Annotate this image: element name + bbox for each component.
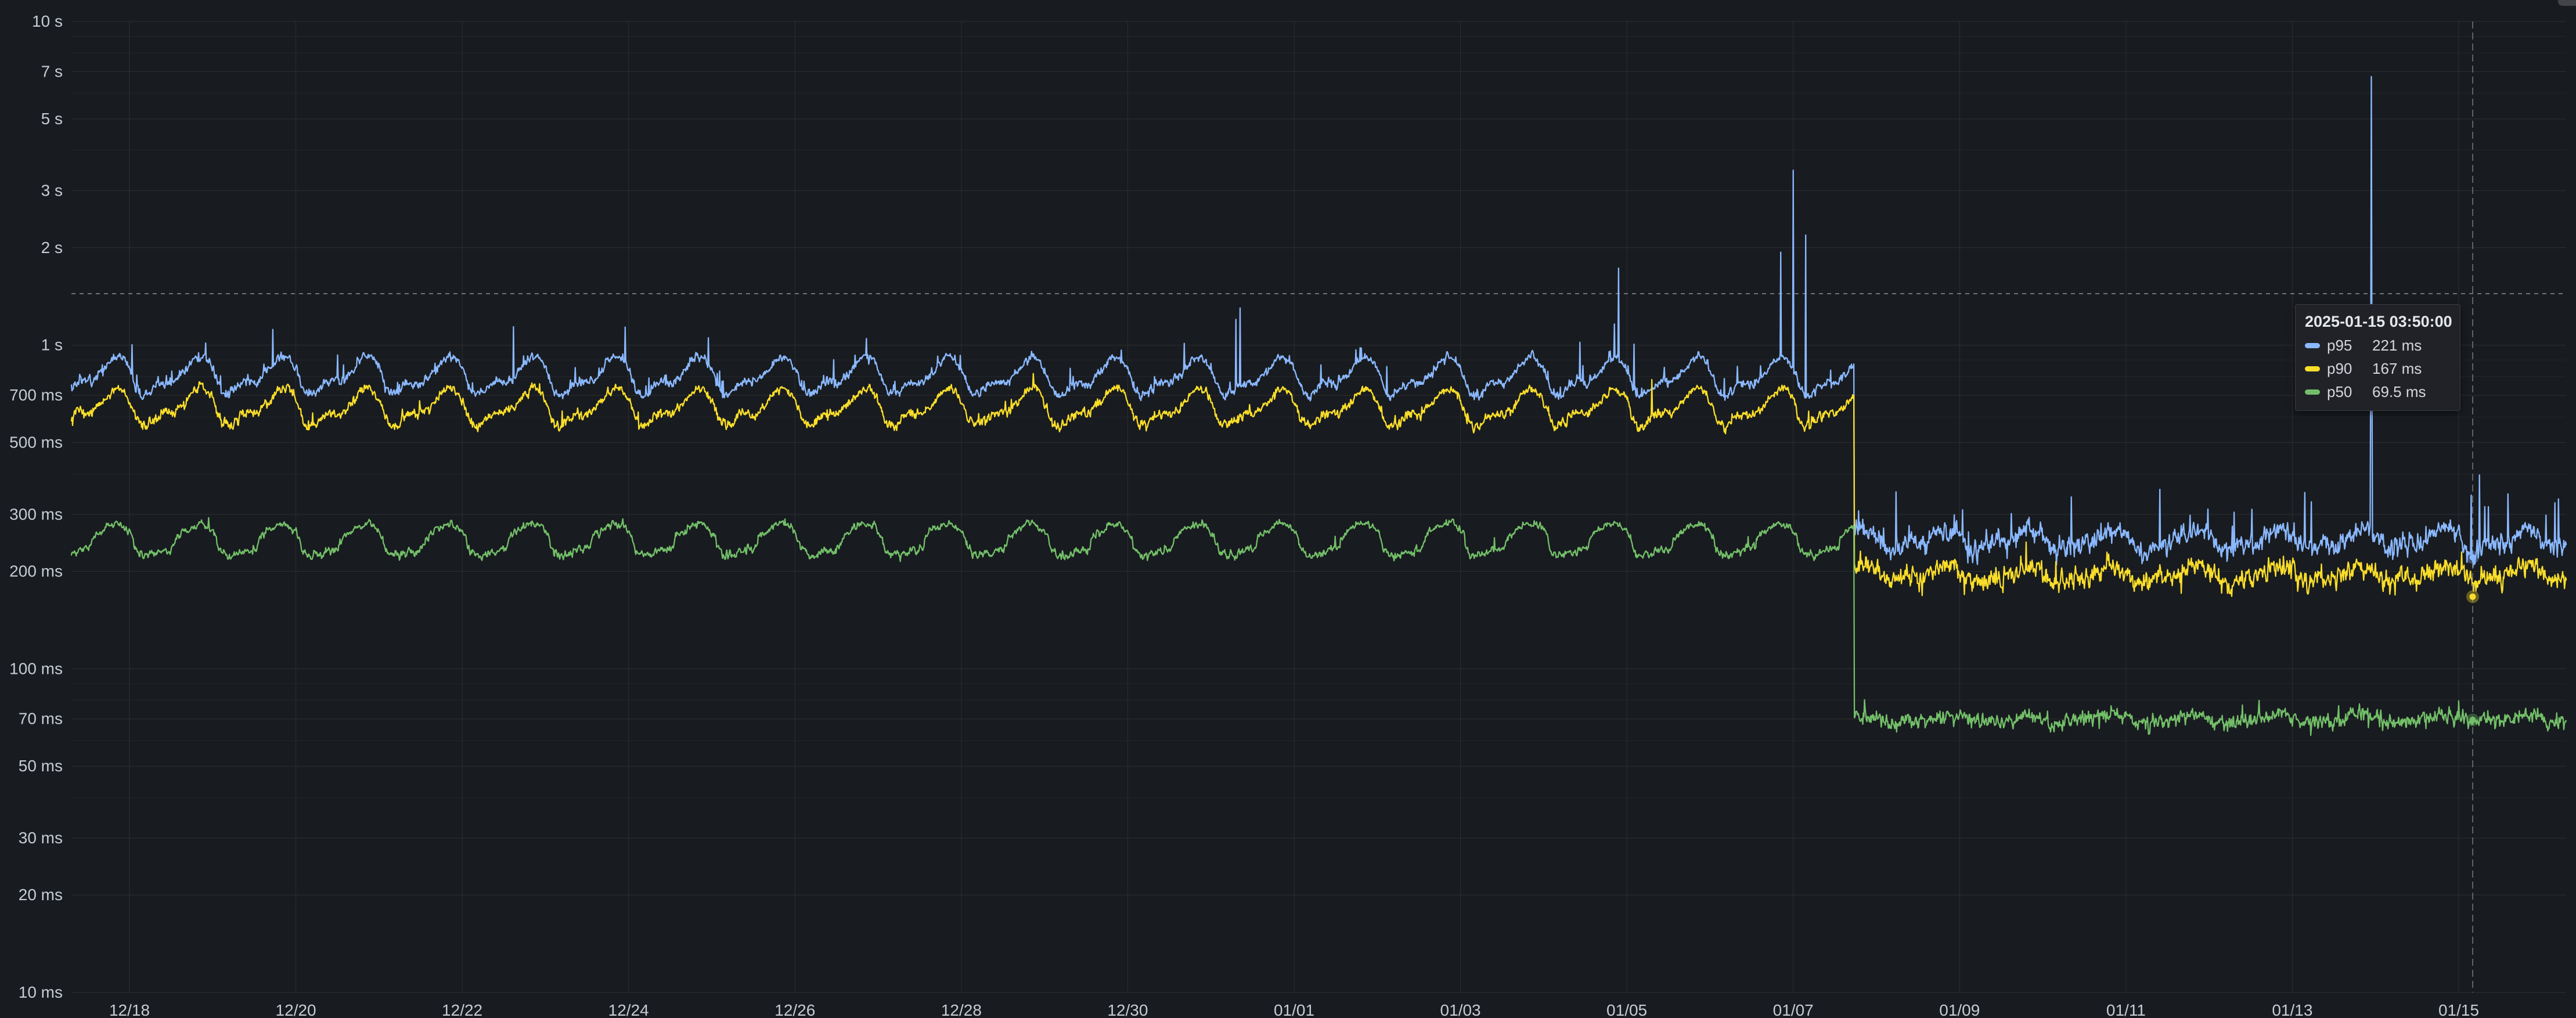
svg-text:10 ms: 10 ms	[19, 983, 63, 1001]
svg-text:50 ms: 50 ms	[19, 757, 63, 775]
svg-text:20 ms: 20 ms	[19, 886, 63, 904]
svg-text:01/01: 01/01	[1274, 1001, 1314, 1018]
svg-text:5 s: 5 s	[41, 110, 63, 128]
svg-text:12/22: 12/22	[442, 1001, 482, 1018]
svg-text:12/28: 12/28	[941, 1001, 982, 1018]
svg-text:12/20: 12/20	[276, 1001, 316, 1018]
svg-text:100 ms: 100 ms	[9, 659, 63, 677]
svg-text:700 ms: 700 ms	[9, 386, 63, 404]
svg-text:01/11: 01/11	[2106, 1001, 2146, 1018]
svg-text:12/30: 12/30	[1107, 1001, 1148, 1018]
svg-text:70 ms: 70 ms	[19, 710, 63, 728]
svg-text:30 ms: 30 ms	[19, 829, 63, 847]
svg-text:500 ms: 500 ms	[9, 434, 63, 452]
svg-text:200 ms: 200 ms	[9, 562, 63, 580]
svg-text:1 s: 1 s	[41, 336, 63, 354]
svg-text:01/05: 01/05	[1606, 1001, 1647, 1018]
svg-text:3 s: 3 s	[41, 182, 63, 200]
svg-text:01/07: 01/07	[1773, 1001, 1814, 1018]
svg-text:10 s: 10 s	[32, 12, 63, 30]
svg-text:01/09: 01/09	[1939, 1001, 1980, 1018]
svg-text:7 s: 7 s	[41, 62, 63, 80]
svg-text:12/26: 12/26	[774, 1001, 815, 1018]
svg-text:01/03: 01/03	[1440, 1001, 1481, 1018]
svg-text:12/24: 12/24	[608, 1001, 649, 1018]
svg-text:300 ms: 300 ms	[9, 505, 63, 523]
svg-text:12/18: 12/18	[109, 1001, 150, 1018]
svg-text:01/13: 01/13	[2272, 1001, 2312, 1018]
svg-text:01/15: 01/15	[2438, 1001, 2479, 1018]
svg-text:2 s: 2 s	[41, 239, 63, 257]
